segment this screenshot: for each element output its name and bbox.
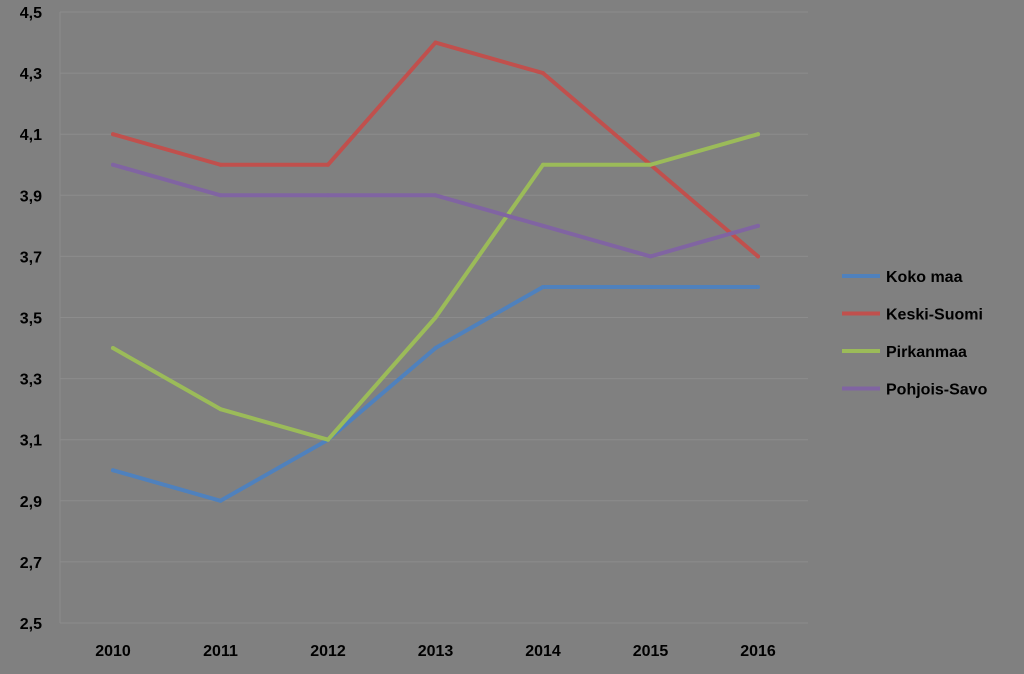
data-point: [648, 254, 653, 259]
data-point: [433, 346, 438, 351]
y-tick-label: 2,5: [20, 616, 42, 633]
legend-label: Keski-Suomi: [886, 307, 983, 324]
data-point: [541, 223, 545, 228]
y-tick-label: 2,9: [20, 494, 42, 511]
data-point: [218, 162, 223, 167]
data-point: [756, 284, 760, 289]
data-point: [111, 468, 115, 473]
y-tick-label: 4,1: [20, 127, 42, 144]
y-tick-label: 2,7: [20, 555, 42, 572]
y-axis-ticks: 2,5 2,7 2,9 3,1 3,3 3,5 3,7 3,9 4,1 4,3 4,5: [20, 5, 42, 633]
data-point: [111, 346, 115, 351]
series-line-pohjois-savo: [111, 162, 760, 259]
data-point: [541, 71, 545, 76]
data-point: [756, 254, 760, 259]
data-point: [326, 437, 330, 442]
legend-label: Pirkanmaa: [886, 344, 967, 361]
x-tick-label: 2016: [740, 643, 776, 660]
y-tick-label: 3,5: [20, 311, 42, 328]
x-tick-label: 2010: [95, 643, 131, 660]
y-tick-label: 3,7: [20, 249, 42, 266]
data-point: [648, 162, 653, 167]
data-point: [111, 132, 115, 137]
data-point: [218, 193, 223, 198]
data-point: [326, 193, 330, 198]
series-lines: [111, 40, 760, 503]
legend-label: Koko maa: [886, 269, 963, 286]
data-point: [326, 162, 330, 167]
x-tick-label: 2014: [525, 643, 561, 660]
data-point: [111, 162, 115, 167]
data-point: [756, 132, 760, 137]
y-tick-label: 4,3: [20, 66, 42, 83]
x-tick-label: 2012: [310, 643, 346, 660]
x-tick-label: 2011: [203, 643, 238, 660]
y-tick-label: 3,1: [20, 433, 42, 450]
data-point: [433, 193, 438, 198]
x-tick-label: 2013: [418, 643, 454, 660]
legend: Koko maa Keski-Suomi Pirkanmaa Pohjois-Savo: [842, 269, 988, 399]
data-point: [541, 284, 545, 289]
series-line-keski-suomi: [111, 40, 760, 259]
data-point: [756, 223, 760, 228]
x-tick-label: 2015: [633, 643, 669, 660]
data-point: [218, 407, 223, 412]
y-tick-label: 4,5: [20, 5, 42, 22]
data-point: [433, 315, 438, 320]
data-point: [541, 162, 545, 167]
y-tick-label: 3,9: [20, 188, 42, 205]
x-axis-ticks: 2010 2011 2012 2013 2014 2015 2016: [95, 643, 776, 660]
data-point: [433, 40, 438, 45]
data-point: [218, 498, 223, 503]
legend-label: Pohjois-Savo: [886, 382, 988, 399]
y-tick-label: 3,3: [20, 372, 42, 389]
data-point: [648, 284, 653, 289]
